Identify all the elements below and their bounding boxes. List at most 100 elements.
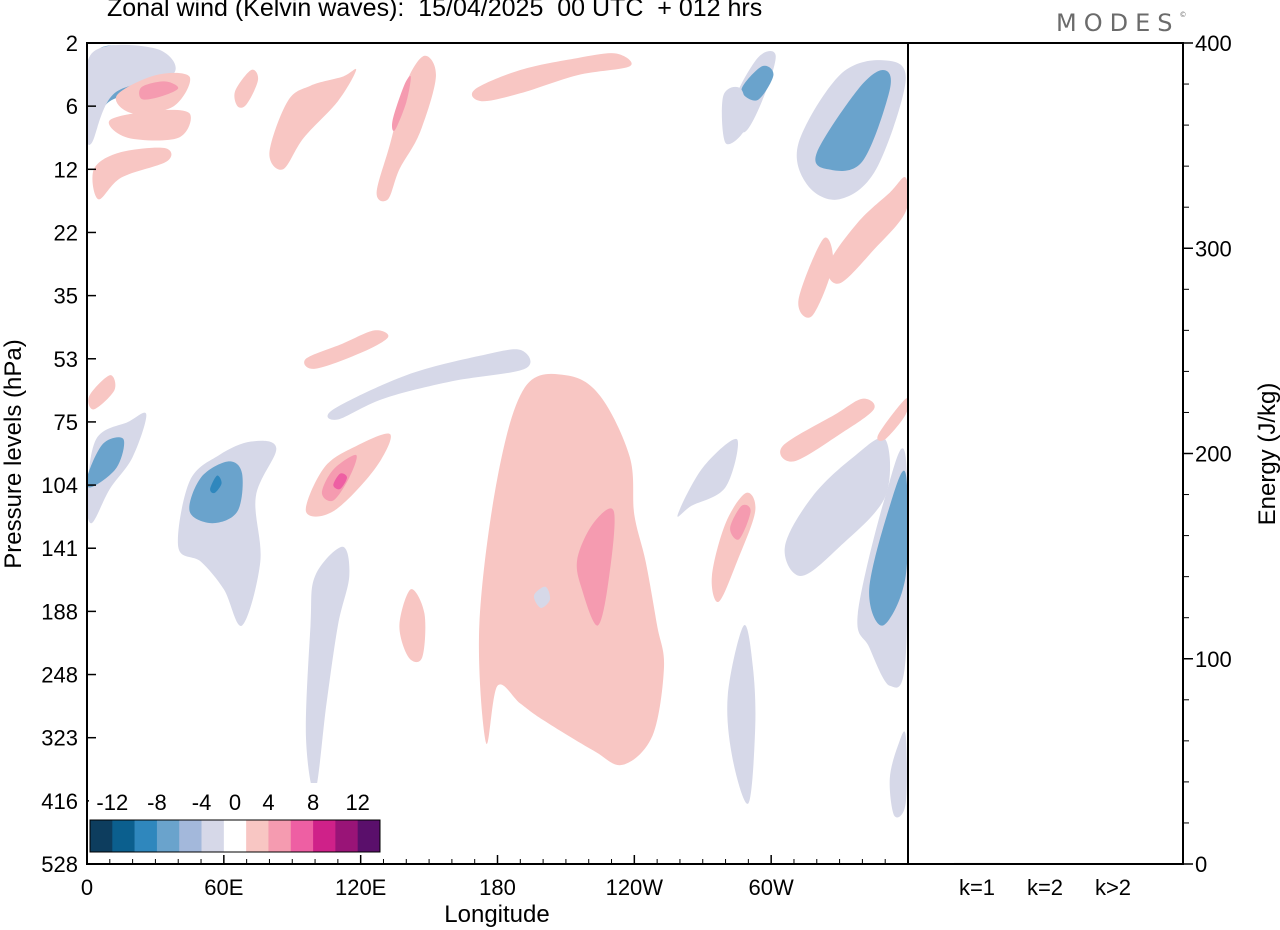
contour-region — [677, 438, 739, 517]
brand-mark: © — [1179, 11, 1187, 19]
colorbar-swatch — [357, 820, 381, 852]
y-tick-label: 248 — [41, 663, 78, 688]
y-tick-label: 528 — [41, 852, 78, 877]
energy-category-label: k=1 — [959, 875, 995, 900]
energy-category-label: k>2 — [1095, 875, 1131, 900]
contour-region — [210, 475, 222, 494]
contour-region — [471, 53, 632, 102]
energy-panel: 0 100 200 300 400 k=1 k=2 k>2 — [907, 31, 1232, 900]
contour-region — [88, 375, 116, 410]
contour-region — [533, 586, 551, 608]
colorbar-swatch — [313, 820, 336, 852]
contour-region — [189, 461, 243, 524]
energy-frame — [907, 42, 1184, 865]
contour-region — [87, 412, 147, 524]
contour-region — [87, 44, 176, 145]
contour-region — [327, 349, 531, 420]
contour-region — [576, 508, 615, 626]
colorbar-label: 8 — [307, 790, 319, 815]
contour-region — [269, 68, 357, 170]
y-tick-label: 416 — [41, 789, 78, 814]
colorbar-swatch — [90, 820, 113, 852]
contour-region — [139, 81, 179, 100]
y-tick-label: 6 — [66, 94, 78, 119]
contour-region — [827, 177, 908, 284]
heatmap-contours — [87, 44, 908, 818]
x-tick-label: 60E — [204, 875, 243, 900]
contour-region — [727, 625, 756, 804]
energy-tick-label: 0 — [1195, 852, 1207, 877]
energy-tick-label: 400 — [1195, 31, 1232, 56]
y-tick-label: 35 — [54, 284, 78, 309]
x-tick-label: 60W — [749, 875, 794, 900]
contour-region — [234, 69, 259, 108]
contour-region — [399, 589, 426, 663]
contour-region — [889, 731, 907, 818]
colorbar-swatch — [112, 820, 135, 852]
contour-region — [741, 65, 774, 101]
y-tick-label: 22 — [54, 220, 78, 245]
colorbar-label: 12 — [345, 790, 369, 815]
colorbar-label: -12 — [96, 790, 128, 815]
colorbar-swatch — [156, 820, 180, 852]
contour-region — [780, 398, 875, 462]
x-tick-label: 120W — [606, 875, 664, 900]
energy-bar — [1090, 863, 1136, 865]
contour-region — [87, 437, 125, 488]
colorbar-swatch — [290, 820, 314, 852]
colorbar-swatch — [246, 820, 269, 852]
colorbar-swatch — [134, 820, 158, 852]
contour-region — [304, 330, 389, 369]
contour-region — [108, 109, 191, 141]
contour-region — [798, 237, 834, 318]
contour-region — [784, 437, 891, 576]
energy-bar — [954, 862, 1000, 864]
contour-region — [721, 86, 748, 145]
contour-region — [333, 473, 347, 490]
contour-region — [305, 546, 350, 792]
colorbar-swatch — [179, 820, 202, 852]
x-axis-title: Longitude — [444, 901, 549, 928]
colorbar-label: 0 — [229, 790, 241, 815]
y-tick-label: 323 — [41, 726, 78, 751]
x-tick-label: 120E — [335, 875, 386, 900]
y-axis-title: Pressure levels (hPa) — [0, 339, 27, 568]
contour-region — [815, 70, 891, 172]
energy-axis-title: Energy (J/kg) — [1254, 383, 1280, 526]
colorbar-frame — [89, 819, 381, 853]
y-tick-label: 104 — [41, 473, 78, 498]
energy-category-label: k=2 — [1027, 875, 1063, 900]
chart-title: Zonal wind (Kelvin waves): 15/04/2025 00… — [107, 0, 763, 22]
y-tick-label: 141 — [41, 536, 78, 561]
contour-region — [376, 55, 436, 202]
y-tick-label: 188 — [41, 599, 78, 624]
brand-logo: MODES© — [1056, 9, 1186, 37]
colorbar-swatch — [201, 820, 225, 852]
brand-wordmark: MODES — [1056, 9, 1180, 37]
y-tick-label: 53 — [54, 347, 78, 372]
colorbar-swatch — [223, 820, 247, 852]
contour-region — [391, 75, 411, 131]
contour-region — [92, 147, 172, 200]
colorbar-label: -8 — [147, 790, 167, 815]
x-tick-label: 0 — [81, 875, 93, 900]
contour-region — [478, 373, 665, 766]
energy-bar — [1022, 863, 1068, 865]
colorbar-swatch — [268, 820, 292, 852]
y-tick-label: 2 — [66, 31, 78, 56]
x-tick-label: 180 — [479, 875, 516, 900]
contour-region — [877, 398, 908, 441]
energy-tick-label: 200 — [1195, 442, 1232, 467]
colorbar: -12 -8 -4 0 4 8 12 — [89, 783, 383, 855]
energy-tick-label: 300 — [1195, 236, 1232, 261]
colorbar-swatch — [335, 820, 358, 852]
y-tick-label: 75 — [54, 410, 78, 435]
colorbar-label: -4 — [192, 790, 212, 815]
contour-region — [869, 470, 908, 626]
colorbar-label: 4 — [262, 790, 274, 815]
contour-region — [730, 504, 751, 540]
y-tick-label: 12 — [54, 157, 78, 182]
energy-tick-label: 100 — [1195, 647, 1232, 672]
